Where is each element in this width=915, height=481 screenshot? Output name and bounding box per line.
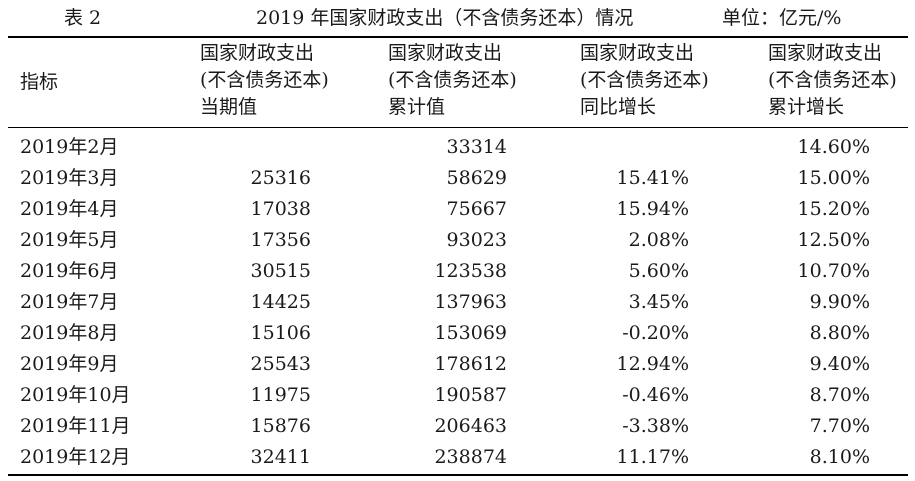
row-cumulative-growth: 8.70%	[809, 384, 870, 406]
row-yoy-growth: -3.38%	[622, 415, 689, 437]
table-title: 2019 年国家财政支出（不含债务还本）情况	[256, 7, 634, 29]
header-yoy-growth: 国家财政支出 (不含债务还本) 同比增长	[568, 38, 756, 127]
table-header: 指标 国家财政支出 (不含债务还本) 当期值 国家财政支出 (不含债务还本) 累…	[8, 38, 908, 128]
row-current-value: 15876	[250, 415, 311, 437]
header-indicator: 指标	[20, 71, 59, 93]
header-line: (不含债务还本)	[768, 69, 897, 91]
row-yoy-growth: -0.46%	[622, 384, 689, 406]
row-cumulative-growth: 12.50%	[797, 229, 870, 251]
row-cumulative-value: 33314	[446, 136, 507, 158]
row-current-value: 14425	[250, 291, 311, 313]
row-cumulative-value: 58629	[446, 167, 507, 189]
table-row: 2019年11月 15876 206463 -3.38% 7.70%	[8, 411, 908, 442]
table-row: 2019年10月 11975 190587 -0.46% 8.70%	[8, 380, 908, 411]
table-number: 表 2	[64, 7, 102, 29]
header-line: (不含债务还本)	[580, 69, 709, 91]
row-yoy-growth: -0.20%	[622, 322, 689, 344]
header-line: (不含债务还本)	[388, 69, 517, 91]
row-cumulative-value: 93023	[446, 229, 507, 251]
row-month: 2019年8月	[20, 322, 119, 344]
row-month: 2019年12月	[20, 446, 131, 468]
table-row: 2019年2月 33314 14.60%	[8, 132, 908, 163]
row-month: 2019年5月	[20, 229, 119, 251]
row-month: 2019年7月	[20, 291, 119, 313]
header-line: 累计增长	[768, 96, 845, 118]
header-line: (不含债务还本)	[200, 69, 329, 91]
row-cumulative-growth: 9.40%	[809, 353, 870, 375]
row-cumulative-value: 137963	[434, 291, 507, 313]
row-cumulative-growth: 10.70%	[797, 260, 870, 282]
table-body: 2019年2月 33314 14.60% 2019年3月 25316 58629 15.41…	[8, 128, 908, 474]
fiscal-expenditure-table: 指标 国家财政支出 (不含债务还本) 当期值 国家财政支出 (不含债务还本) 累…	[8, 36, 908, 476]
row-yoy-growth: 12.94%	[616, 353, 689, 375]
header-cumulative-growth: 国家财政支出 (不含债务还本) 累计增长	[756, 38, 897, 127]
row-month: 2019年11月	[20, 415, 131, 437]
table-row: 2019年9月 25543 178612 12.94% 9.40%	[8, 349, 908, 380]
row-cumulative-value: 238874	[434, 446, 507, 468]
row-cumulative-value: 206463	[434, 415, 507, 437]
header-line: 国家财政支出	[388, 42, 503, 64]
header-current-value: 国家财政支出 (不含债务还本) 当期值	[190, 38, 378, 127]
row-yoy-growth: 15.41%	[616, 167, 689, 189]
row-yoy-growth: 11.17%	[616, 446, 689, 468]
row-current-value: 25316	[250, 167, 311, 189]
row-cumulative-value: 153069	[434, 322, 507, 344]
table-row: 2019年7月 14425 137963 3.45% 9.90%	[8, 287, 908, 318]
row-yoy-growth: 3.45%	[628, 291, 689, 313]
row-cumulative-growth: 14.60%	[797, 136, 870, 158]
row-cumulative-value: 123538	[434, 260, 507, 282]
row-cumulative-growth: 15.00%	[797, 167, 870, 189]
row-current-value: 17356	[250, 229, 311, 251]
row-current-value: 17038	[250, 198, 311, 220]
row-cumulative-growth: 15.20%	[797, 198, 870, 220]
row-month: 2019年10月	[20, 384, 131, 406]
row-current-value: 11975	[250, 384, 311, 406]
header-line: 国家财政支出	[768, 42, 883, 64]
table-row: 2019年4月 17038 75667 15.94% 15.20%	[8, 194, 908, 225]
row-yoy-growth	[507, 132, 689, 163]
header-line: 同比增长	[580, 96, 657, 118]
row-cumulative-growth: 8.80%	[809, 322, 870, 344]
header-line: 当期值	[200, 96, 258, 118]
table-row: 2019年5月 17356 93023 2.08% 12.50%	[8, 225, 908, 256]
row-yoy-growth: 2.08%	[628, 229, 689, 251]
row-yoy-growth: 15.94%	[616, 198, 689, 220]
table-row: 2019年8月 15106 153069 -0.20% 8.80%	[8, 318, 908, 349]
table-row: 2019年3月 25316 58629 15.41% 15.00%	[8, 163, 908, 194]
row-cumulative-value: 75667	[446, 198, 507, 220]
row-month: 2019年9月	[20, 353, 119, 375]
header-line: 国家财政支出	[200, 42, 315, 64]
table-row: 2019年12月 32411 238874 11.17% 8.10%	[8, 442, 908, 473]
row-month: 2019年4月	[20, 198, 119, 220]
table-caption: 表 2 2019 年国家财政支出（不含债务还本）情况 单位：亿元/%	[0, 4, 915, 32]
row-cumulative-value: 178612	[434, 353, 507, 375]
row-yoy-growth: 5.60%	[628, 260, 689, 282]
header-line: 累计值	[388, 96, 446, 118]
row-current-value	[185, 132, 311, 163]
header-cumulative-value: 国家财政支出 (不含债务还本) 累计值	[378, 38, 568, 127]
row-cumulative-growth: 8.10%	[809, 446, 870, 468]
row-current-value: 15106	[250, 322, 311, 344]
row-current-value: 32411	[250, 446, 311, 468]
table-unit: 单位：亿元/%	[722, 7, 842, 29]
header-line: 国家财政支出	[580, 42, 695, 64]
table-row: 2019年6月 30515 123538 5.60% 10.70%	[8, 256, 908, 287]
row-month: 2019年3月	[20, 167, 119, 189]
row-current-value: 25543	[250, 353, 311, 375]
row-month: 2019年2月	[20, 136, 119, 158]
row-current-value: 30515	[250, 260, 311, 282]
row-cumulative-value: 190587	[434, 384, 507, 406]
row-cumulative-growth: 7.70%	[809, 415, 870, 437]
row-month: 2019年6月	[20, 260, 119, 282]
row-cumulative-growth: 9.90%	[809, 291, 870, 313]
